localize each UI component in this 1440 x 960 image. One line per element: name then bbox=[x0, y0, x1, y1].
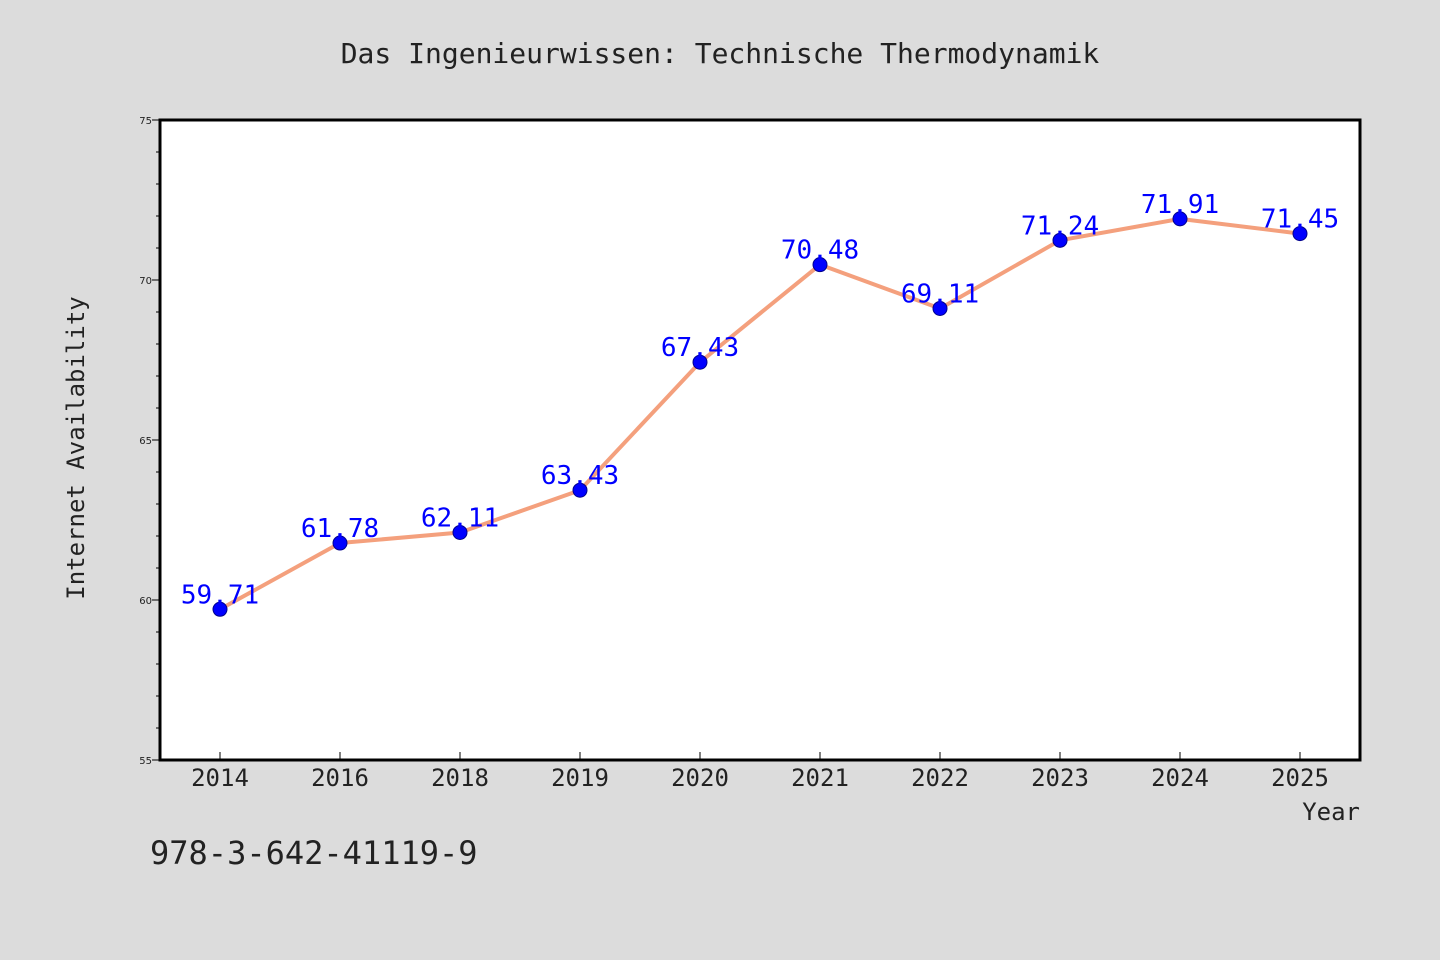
x-axis-label: Year bbox=[1302, 798, 1360, 826]
data-point-marker bbox=[932, 300, 948, 316]
series-line bbox=[218, 216, 1302, 612]
x-tick-label: 2024 bbox=[1151, 764, 1209, 792]
y-tick-label: 70 bbox=[139, 276, 152, 287]
data-point-marker bbox=[1052, 232, 1068, 248]
x-tick-label: 2020 bbox=[671, 764, 729, 792]
data-labels: 59.71 61.78 62.11 63.43 67.43 70.48 69.11 71.24… bbox=[181, 190, 1339, 610]
plot-area bbox=[158, 118, 1362, 762]
x-tick-label: 2021 bbox=[791, 764, 849, 792]
data-point-marker bbox=[452, 524, 468, 540]
y-tick-label: 60 bbox=[139, 596, 152, 607]
x-tick-label: 2016 bbox=[311, 764, 369, 792]
y-tick-label: 55 bbox=[139, 756, 152, 767]
x-tick-label: 2022 bbox=[911, 764, 969, 792]
x-tick-label: 2019 bbox=[551, 764, 609, 792]
data-label: 71.24 bbox=[1021, 211, 1099, 241]
data-point-marker bbox=[1292, 226, 1308, 242]
data-point-marker bbox=[572, 482, 588, 498]
data-label: 71.45 bbox=[1261, 205, 1339, 235]
data-label: 71.91 bbox=[1141, 190, 1219, 220]
data-label: 59.71 bbox=[181, 580, 259, 610]
series-line-path bbox=[218, 216, 1302, 612]
data-label: 63.43 bbox=[541, 461, 619, 491]
x-tick-label: 2023 bbox=[1031, 764, 1089, 792]
data-point-marker bbox=[692, 354, 708, 370]
data-label: 69.11 bbox=[901, 279, 979, 309]
data-point-marker bbox=[812, 257, 828, 273]
data-point-marker bbox=[212, 601, 228, 617]
data-point-marker bbox=[1172, 211, 1188, 227]
x-axis-ticks: 2014 2016 2018 2019 2020 2021 2022 2023 2024 2025 bbox=[191, 752, 1329, 792]
y-axis-label: Internet Availability bbox=[62, 296, 90, 599]
data-point-marker bbox=[332, 535, 348, 551]
chart-title: Das Ingenieurwissen: Technische Thermody… bbox=[341, 37, 1100, 70]
data-label: 70.48 bbox=[781, 236, 859, 266]
series-markers bbox=[212, 211, 1308, 617]
x-tick-label: 2018 bbox=[431, 764, 489, 792]
y-tick-label: 75 bbox=[139, 116, 152, 127]
data-label: 62.11 bbox=[421, 503, 499, 533]
x-tick-label: 2014 bbox=[191, 764, 249, 792]
data-label: 61.78 bbox=[301, 514, 379, 544]
isbn-annotation: 978-3-642-41119-9 bbox=[150, 834, 478, 872]
x-tick-label: 2025 bbox=[1271, 764, 1329, 792]
y-axis-ticks: 55 60 65 70 75 bbox=[139, 116, 160, 767]
data-label: 67.43 bbox=[661, 333, 739, 363]
y-tick-label: 65 bbox=[139, 436, 152, 447]
